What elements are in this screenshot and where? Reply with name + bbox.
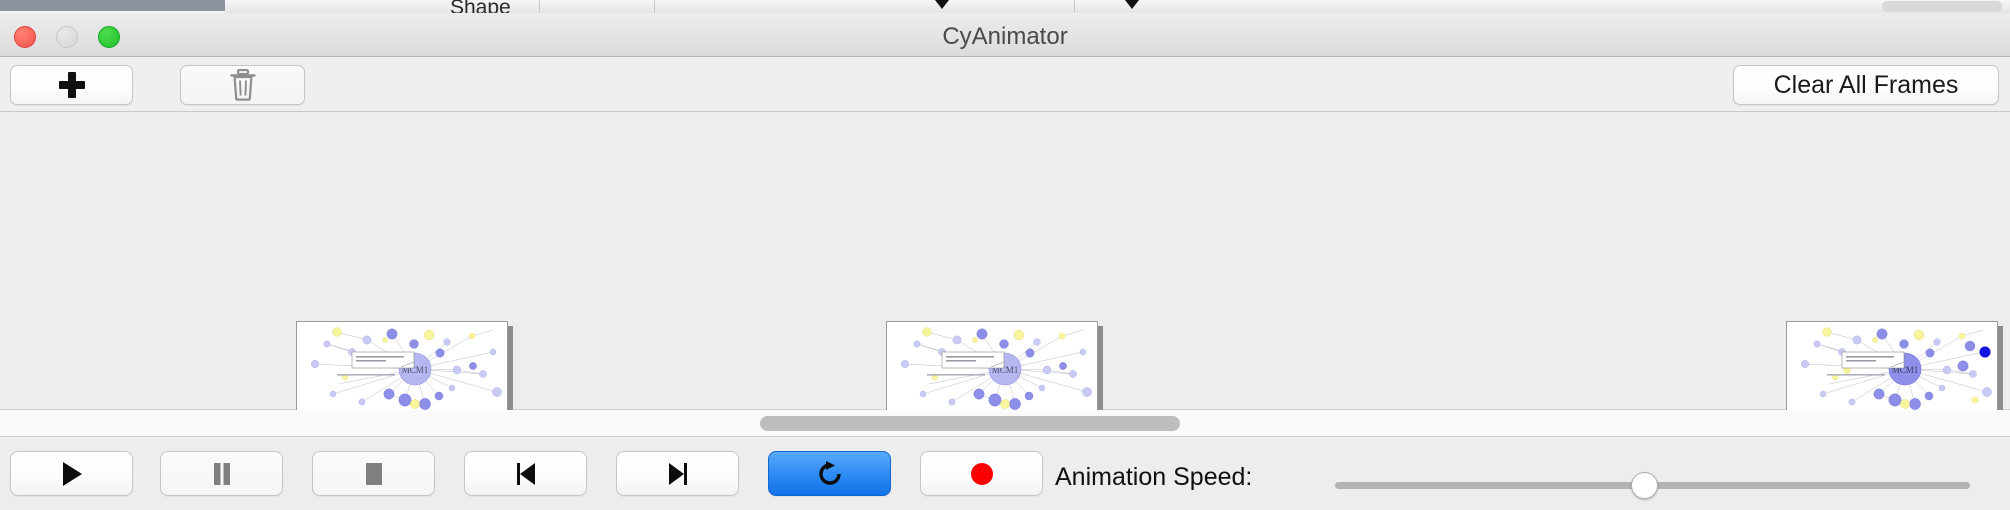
- title-bar: CyAnimator: [0, 13, 2010, 57]
- record-button[interactable]: [920, 451, 1043, 496]
- loop-button[interactable]: [768, 451, 891, 496]
- network-graph: MCM1: [900, 327, 1092, 410]
- background-caret-icon: [1125, 0, 1139, 9]
- skip-next-icon: [668, 462, 687, 485]
- play-icon: [62, 461, 82, 486]
- close-button-icon[interactable]: [14, 26, 36, 48]
- playback-toolbar: Animation Speed:: [0, 437, 2010, 510]
- keyframe-thumbnail[interactable]: MCM1: [886, 321, 1103, 420]
- record-icon: [970, 462, 993, 485]
- network-graph: MCM1: [310, 327, 502, 410]
- timeline-scrollbar-thumb[interactable]: [760, 416, 1180, 431]
- network-graph: MCM1: [1800, 327, 1992, 410]
- play-button[interactable]: [10, 451, 133, 496]
- stop-icon: [365, 462, 382, 485]
- hub-node-label: MCM1: [402, 365, 429, 375]
- clear-all-frames-button[interactable]: Clear All Frames: [1733, 65, 1999, 105]
- animation-speed-label: Animation Speed:: [1055, 463, 1253, 491]
- keyframe-thumbnail[interactable]: MCM1: [1786, 321, 2003, 420]
- keyframe-image: MCM1: [296, 321, 508, 415]
- stop-button[interactable]: [312, 451, 435, 496]
- skip-previous-icon: [516, 462, 535, 485]
- background-window-strip: Shape: [0, 0, 2010, 13]
- background-segment: [225, 0, 540, 13]
- previous-frame-button[interactable]: [464, 451, 587, 496]
- plus-icon: [58, 72, 85, 98]
- background-scrollbar[interactable]: [1882, 1, 2002, 12]
- highlight-node: [1979, 346, 1991, 358]
- delete-frame-button[interactable]: [180, 65, 305, 105]
- hub-node-label: MCM1: [1892, 365, 1919, 375]
- traffic-lights: [14, 26, 120, 48]
- next-frame-button[interactable]: [616, 451, 739, 496]
- add-frame-button[interactable]: [10, 65, 133, 105]
- loop-icon: [818, 460, 841, 485]
- timeline-panel[interactable]: MCM1: [0, 112, 2010, 508]
- pause-button[interactable]: [160, 451, 283, 496]
- clear-all-frames-label: Clear All Frames: [1773, 70, 1959, 99]
- background-segment: [540, 0, 655, 13]
- trash-icon: [229, 69, 256, 101]
- keyframe-image: MCM1: [1786, 321, 1998, 415]
- background-segment: [1075, 0, 2010, 13]
- timeline-scrollbar[interactable]: [0, 410, 2010, 437]
- background-window-label: Shape: [450, 0, 511, 13]
- background-window-titlebar: [0, 0, 225, 11]
- keyframe-thumbnail[interactable]: MCM1: [296, 321, 513, 420]
- animation-speed-slider-thumb[interactable]: [1631, 472, 1658, 499]
- minimize-button-icon[interactable]: [56, 26, 78, 48]
- maximize-button-icon[interactable]: [98, 26, 120, 48]
- background-segment: [655, 0, 1075, 13]
- keyframe-image: MCM1: [886, 321, 1098, 415]
- background-caret-icon: [935, 0, 949, 9]
- toolbar: Clear All Frames: [0, 57, 2010, 112]
- window-title: CyAnimator: [942, 23, 1068, 50]
- pause-icon: [213, 462, 230, 485]
- hub-node-label: MCM1: [992, 365, 1019, 375]
